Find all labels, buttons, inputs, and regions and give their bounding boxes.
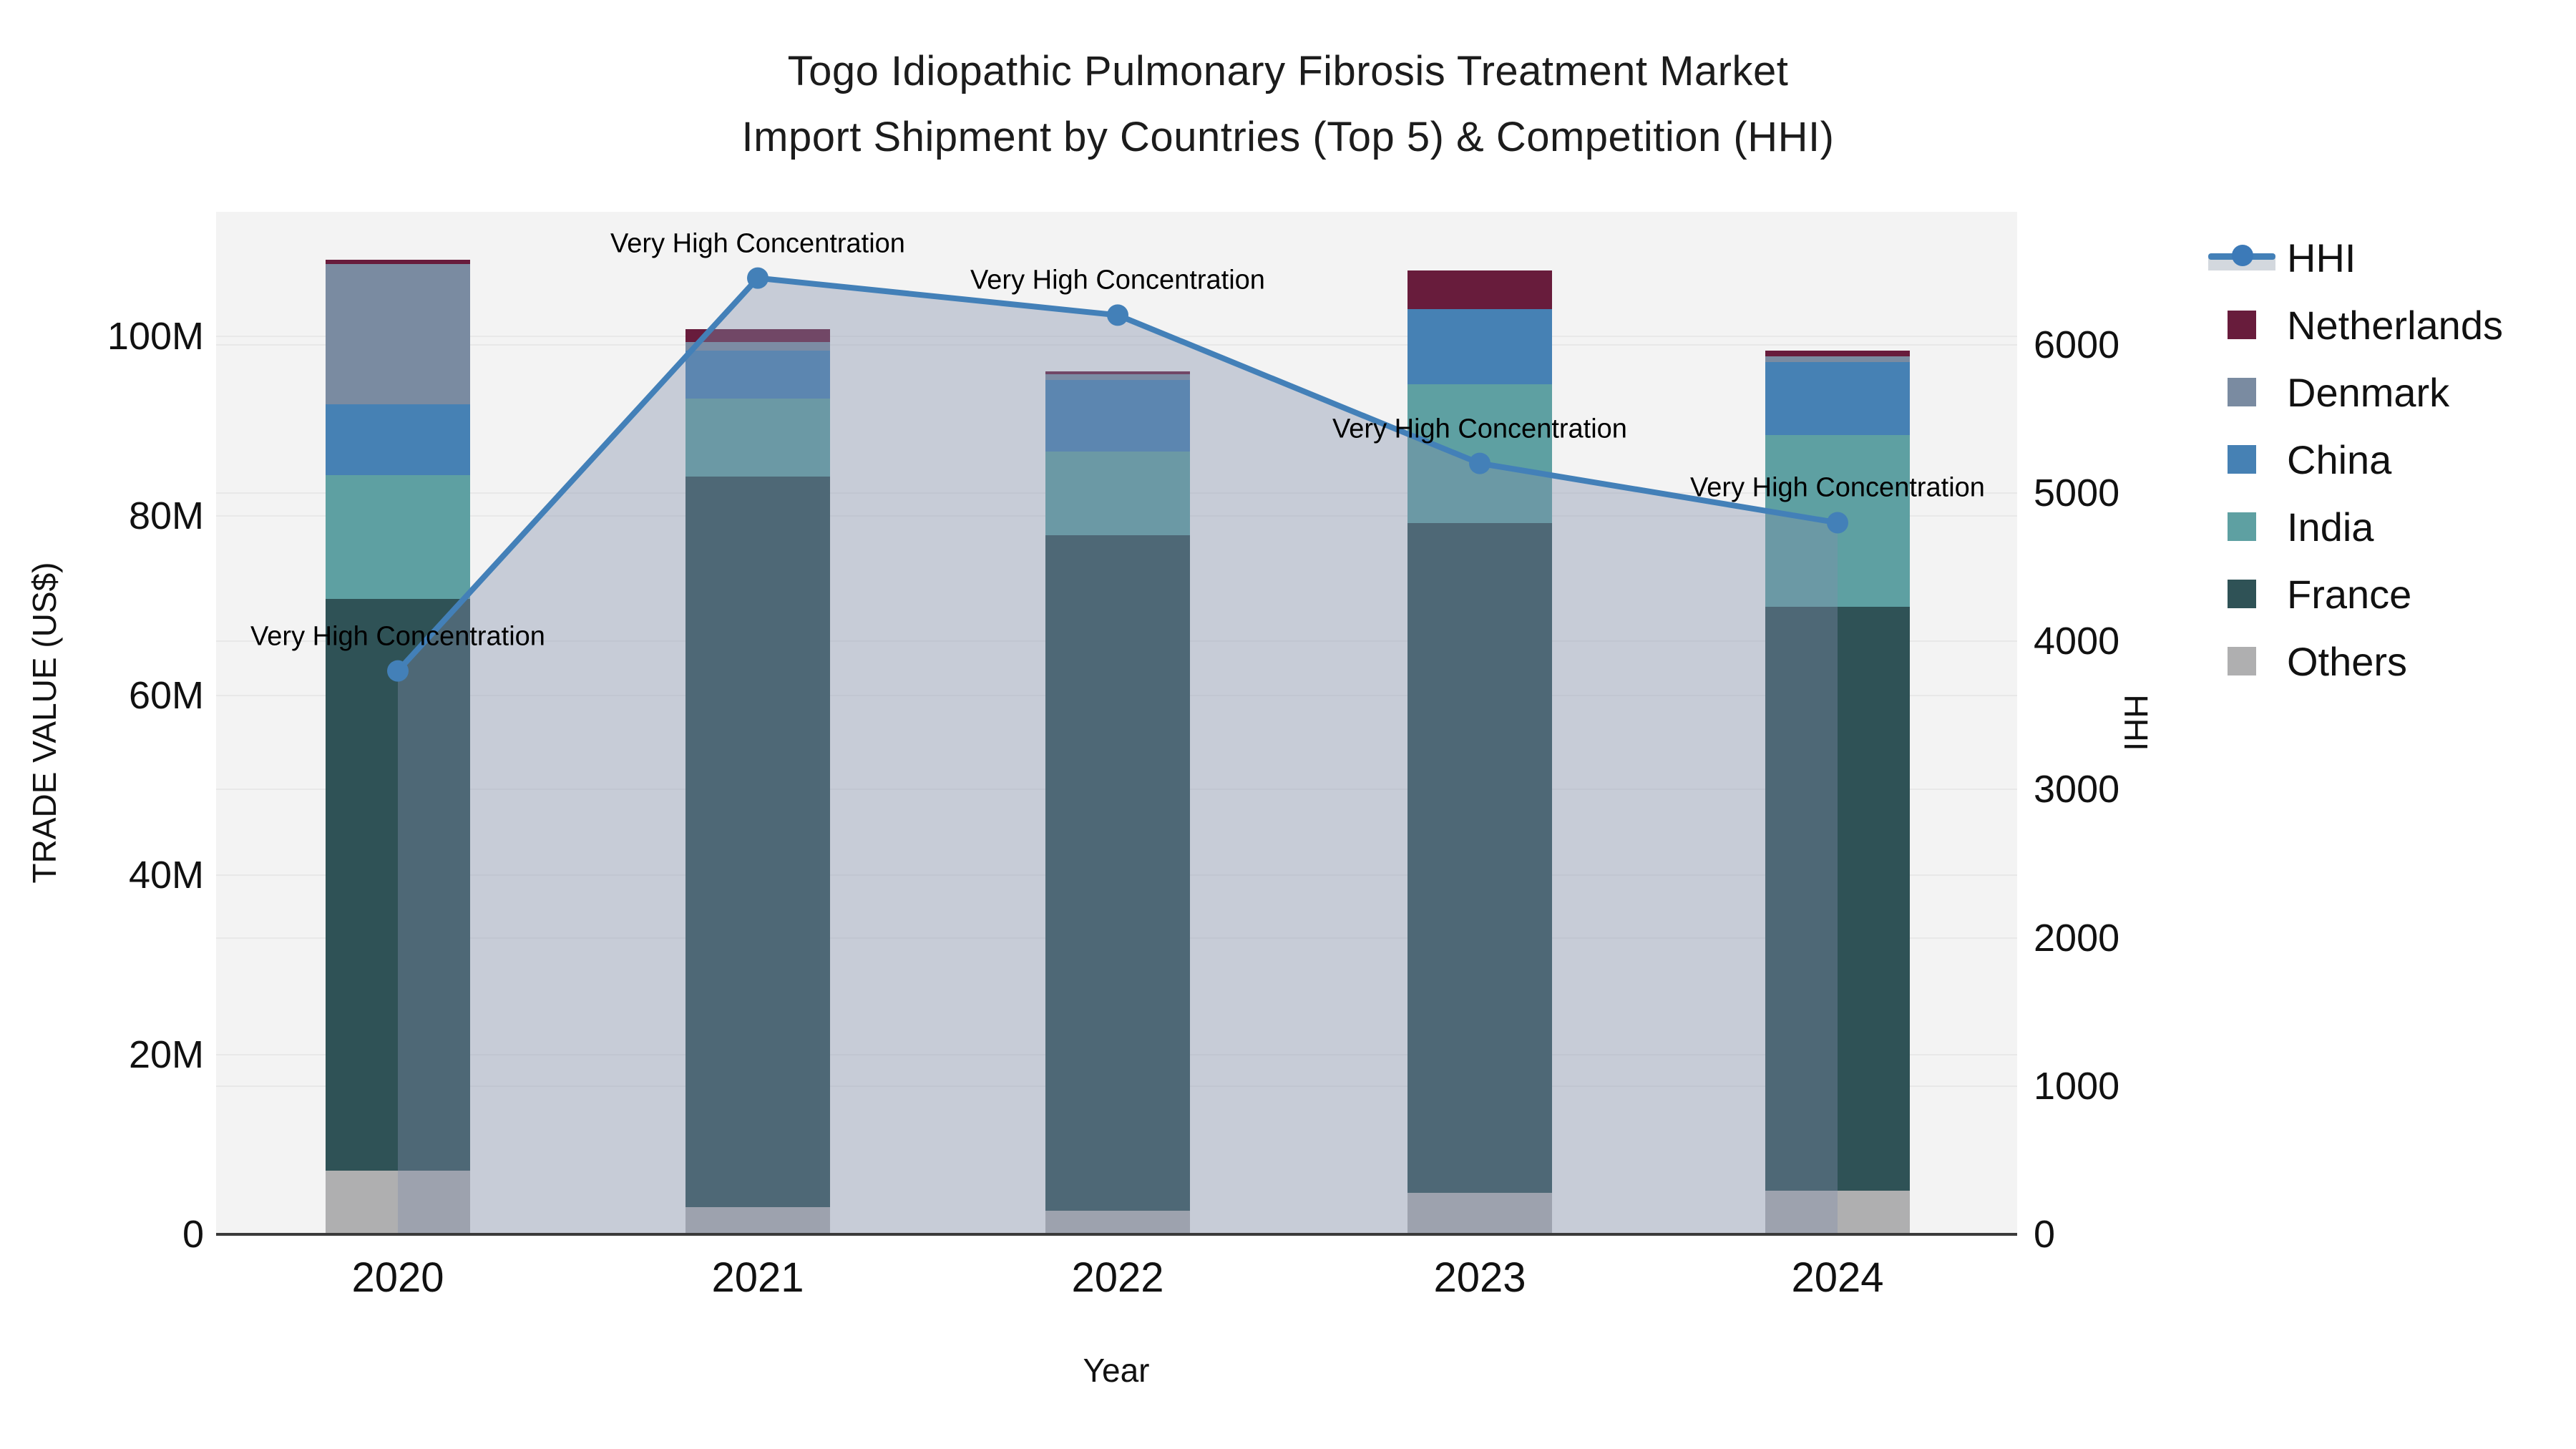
hhi-marker-2024[interactable]: [1827, 512, 1848, 534]
bar-segment-others-2021[interactable]: [686, 1207, 830, 1234]
legend-label-china: China: [2287, 436, 2392, 482]
hhi-marker-2022[interactable]: [1107, 304, 1128, 326]
y-right-tick-0: 0: [2034, 1213, 2056, 1256]
bar-segment-france-2020[interactable]: [326, 598, 470, 1171]
gridline: [216, 336, 2017, 338]
bar-segment-netherlands-2024[interactable]: [1765, 351, 1910, 356]
x-axis-title: Year: [1083, 1352, 1150, 1389]
x-tick-2023: 2023: [1433, 1254, 1526, 1301]
bar-segment-china-2024[interactable]: [1765, 361, 1910, 436]
bar-segment-china-2020[interactable]: [326, 404, 470, 475]
legend-label-france: France: [2287, 571, 2412, 617]
legend-swatch-india: [2228, 512, 2256, 541]
x-tick-2021: 2021: [711, 1254, 804, 1301]
bar-segment-others-2023[interactable]: [1407, 1193, 1552, 1234]
bar-segment-india-2021[interactable]: [686, 398, 830, 477]
bar-segment-france-2023[interactable]: [1407, 523, 1552, 1194]
y-left-tick-80M: 80M: [128, 494, 204, 538]
bar-segment-india-2020[interactable]: [326, 474, 470, 599]
legend-label-india: India: [2287, 504, 2374, 550]
y-right-tick-2000: 2000: [2034, 916, 2120, 960]
hhi-area-fill: [398, 278, 1838, 1234]
y-right-tick-6000: 6000: [2034, 323, 2120, 366]
bar-segment-india-2022[interactable]: [1045, 452, 1190, 535]
hhi-overlay: [387, 267, 1848, 1234]
annotation-2023: Very High Concentration: [1332, 414, 1627, 444]
y-left-tick-100M: 100M: [107, 315, 204, 358]
y-right-tick-4000: 4000: [2034, 620, 2120, 663]
legend-label-netherlands: Netherlands: [2287, 302, 2503, 348]
legend-item-france[interactable]: France: [2208, 571, 2412, 617]
bar-segment-france-2021[interactable]: [686, 477, 830, 1208]
bar-segment-china-2023[interactable]: [1407, 308, 1552, 384]
hhi-marker-2021[interactable]: [747, 267, 769, 289]
legend-label-others: Others: [2287, 638, 2408, 684]
x-tick-2020: 2020: [351, 1254, 444, 1301]
bar-segment-denmark-2021[interactable]: [686, 341, 830, 351]
bar-segment-france-2022[interactable]: [1045, 535, 1190, 1211]
legend-item-india[interactable]: India: [2208, 504, 2374, 550]
plot-area: [216, 212, 2017, 1236]
x-tick-2024: 2024: [1791, 1254, 1884, 1301]
y-left-tick-0: 0: [182, 1213, 204, 1256]
bar-segment-netherlands-2021[interactable]: [686, 329, 830, 342]
annotation-2022: Very High Concentration: [970, 265, 1265, 296]
x-tick-2022: 2022: [1071, 1254, 1164, 1301]
y-left-axis-title: TRADE VALUE (US$): [26, 562, 63, 884]
legend-swatch-others: [2228, 647, 2256, 675]
x-axis-line: [216, 1233, 2017, 1236]
y-right-tick-5000: 5000: [2034, 472, 2120, 515]
bar-segment-france-2024[interactable]: [1765, 607, 1910, 1191]
legend-swatch-france: [2228, 580, 2256, 608]
y-right-axis-title: HHI: [2117, 694, 2155, 751]
legend-label-denmark: Denmark: [2287, 369, 2450, 415]
bar-segment-others-2020[interactable]: [326, 1170, 470, 1234]
legend-item-netherlands[interactable]: Netherlands: [2208, 302, 2503, 348]
y-right-tick-1000: 1000: [2034, 1064, 2120, 1108]
hhi-marker-sample: [2232, 245, 2253, 266]
gridline: [216, 343, 2017, 346]
hhi-marker-2023[interactable]: [1469, 452, 1491, 474]
legend-swatch-denmark: [2228, 378, 2256, 406]
bar-segment-denmark-2020[interactable]: [326, 263, 470, 404]
legend-label-hhi: HHI: [2287, 235, 2356, 280]
bar-segment-others-2022[interactable]: [1045, 1211, 1190, 1234]
annotation-2024: Very High Concentration: [1690, 472, 1985, 503]
hhi-marker-2020[interactable]: [387, 660, 409, 682]
chart-title-line2: Import Shipment by Countries (Top 5) & C…: [741, 114, 1835, 160]
bar-segment-china-2022[interactable]: [1045, 379, 1190, 452]
legend-item-hhi[interactable]: HHI: [2208, 235, 2356, 280]
y-left-tick-40M: 40M: [128, 854, 204, 897]
legend-item-denmark[interactable]: Denmark: [2208, 369, 2450, 415]
annotation-2020: Very High Concentration: [250, 621, 545, 652]
bar-segment-china-2021[interactable]: [686, 351, 830, 399]
bar-segment-netherlands-2020[interactable]: [326, 259, 470, 264]
y-left-tick-60M: 60M: [128, 674, 204, 718]
bar-segment-denmark-2022[interactable]: [1045, 374, 1190, 380]
bar-segment-netherlands-2022[interactable]: [1045, 371, 1190, 375]
bar-segment-others-2024[interactable]: [1765, 1190, 1910, 1234]
legend-item-china[interactable]: China: [2208, 436, 2392, 482]
hhi-legend-sample-icon: [2208, 243, 2275, 272]
legend-swatch-netherlands: [2228, 311, 2256, 339]
y-left-tick-20M: 20M: [128, 1033, 204, 1077]
bar-segment-denmark-2024[interactable]: [1765, 356, 1910, 362]
chart-title-line1: Togo Idiopathic Pulmonary Fibrosis Treat…: [787, 48, 1789, 94]
legend-item-others[interactable]: Others: [2208, 638, 2408, 684]
annotation-2021: Very High Concentration: [610, 228, 905, 259]
bar-segment-netherlands-2023[interactable]: [1407, 270, 1552, 309]
legend-swatch-china: [2228, 445, 2256, 474]
y-right-tick-3000: 3000: [2034, 768, 2120, 811]
